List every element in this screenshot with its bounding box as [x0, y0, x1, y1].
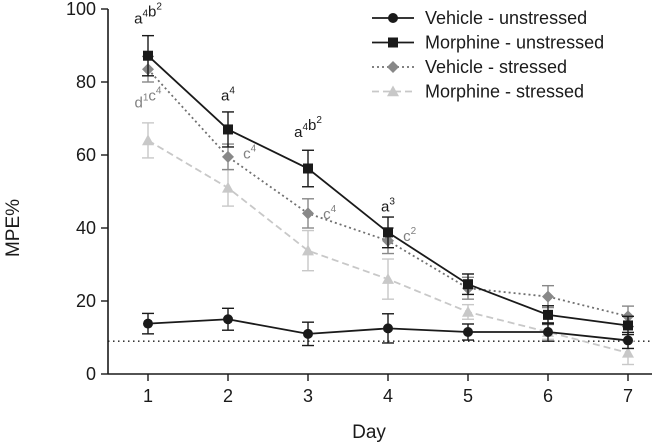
- significance-annotation: a4b2: [294, 115, 322, 141]
- significance-annotation: c2: [403, 226, 417, 245]
- legend-marker: [388, 13, 398, 23]
- data-point: [383, 323, 393, 334]
- x-tick-label: 3: [303, 386, 313, 406]
- significance-annotation: c4: [323, 204, 337, 223]
- data-point: [382, 273, 394, 284]
- data-point: [623, 335, 633, 346]
- legend-item-morphine-stressed: Morphine - stressed: [372, 82, 584, 102]
- y-tick-label: 20: [76, 291, 96, 311]
- y-tick-label: 60: [76, 145, 96, 165]
- significance-annotation: a4: [221, 85, 235, 104]
- legend-label: Morphine - stressed: [425, 82, 584, 102]
- x-tick-label: 4: [383, 386, 393, 406]
- data-point: [543, 327, 553, 338]
- y-axis-title: MPE%: [3, 199, 24, 257]
- series-vehicle-unstressed: [142, 307, 634, 350]
- legend-marker: [388, 37, 398, 48]
- x-tick-label: 2: [223, 386, 233, 406]
- legend-label: Vehicle - stressed: [425, 57, 567, 77]
- significance-annotation: a3: [381, 197, 395, 216]
- y-tick-label: 0: [86, 364, 96, 384]
- legend-item-vehicle-unstressed: Vehicle - unstressed: [372, 8, 587, 28]
- data-point: [143, 50, 153, 61]
- data-point: [143, 318, 153, 329]
- legend-marker: [387, 85, 399, 97]
- series-morphine-unstressed: [142, 34, 634, 336]
- legend-label: Vehicle - unstressed: [425, 8, 587, 28]
- data-point: [383, 227, 393, 238]
- data-point: [142, 134, 154, 146]
- data-point: [543, 309, 553, 320]
- data-point: [622, 346, 634, 358]
- data-point: [222, 181, 234, 193]
- x-tick-label: 6: [543, 386, 553, 406]
- significance-annotation: a4b2: [134, 2, 162, 28]
- significance-annotation: d1c4: [135, 86, 162, 112]
- significance-annotation: c4: [243, 144, 257, 163]
- series-morphine-stressed: [142, 122, 634, 366]
- legend-label: Morphine - unstressed: [425, 33, 604, 53]
- x-tick-label: 7: [623, 386, 633, 406]
- data-point: [463, 327, 473, 338]
- data-point: [623, 320, 633, 331]
- x-tick-label: 1: [143, 386, 153, 406]
- data-point: [223, 124, 233, 135]
- data-point: [302, 244, 314, 256]
- data-point: [303, 163, 313, 174]
- data-point: [463, 279, 473, 290]
- legend-item-vehicle-stressed: Vehicle - stressed: [372, 57, 567, 77]
- x-tick-label: 5: [463, 386, 473, 406]
- data-point: [222, 150, 234, 163]
- data-point: [303, 328, 313, 339]
- legend-marker: [387, 61, 399, 73]
- data-point: [223, 314, 233, 325]
- y-tick-label: 100: [66, 0, 96, 19]
- data-point: [302, 207, 314, 220]
- x-axis-title: Day: [352, 422, 386, 443]
- data-point: [462, 305, 474, 317]
- data-point: [542, 290, 554, 303]
- legend-item-morphine-unstressed: Morphine - unstressed: [372, 33, 604, 53]
- y-tick-label: 40: [76, 218, 96, 238]
- y-tick-label: 80: [76, 72, 96, 92]
